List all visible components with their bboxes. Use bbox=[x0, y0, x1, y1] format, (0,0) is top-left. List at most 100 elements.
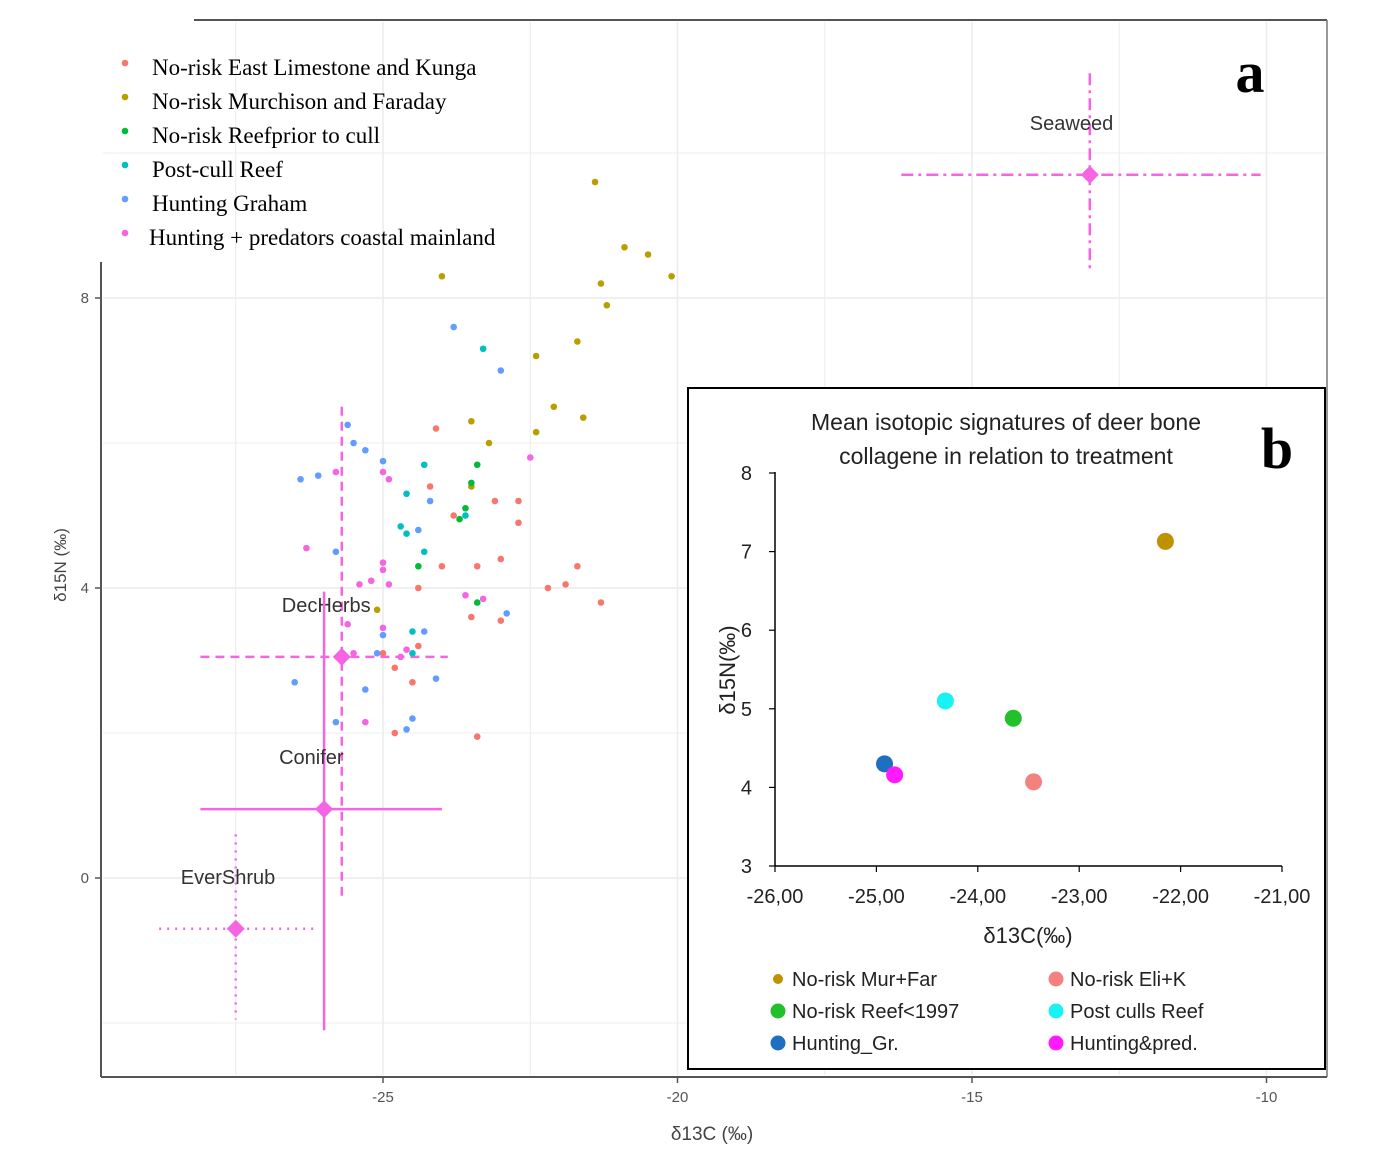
data-point bbox=[350, 649, 357, 657]
panel-a-letter: a bbox=[1236, 40, 1265, 105]
legend-label: Post culls Reef bbox=[1070, 1001, 1204, 1023]
data-point bbox=[403, 726, 410, 733]
data-point bbox=[515, 519, 522, 527]
data-point bbox=[373, 606, 381, 614]
source-evershrub: EverShrub bbox=[159, 834, 319, 1020]
data-point bbox=[350, 439, 357, 447]
data-point bbox=[597, 599, 605, 606]
series-hunting-predators-coastal-mainland bbox=[303, 454, 534, 726]
y-tick-label: 3 bbox=[741, 856, 752, 878]
data-point bbox=[462, 504, 469, 512]
mean-point-no-risk-eli-k bbox=[1025, 773, 1043, 791]
data-point bbox=[621, 243, 628, 251]
data-point bbox=[562, 581, 569, 588]
series-no-risk-murchison-and-faraday bbox=[373, 178, 675, 614]
source-conifer: Conifer bbox=[200, 591, 442, 1031]
data-point bbox=[362, 446, 369, 454]
legend-item: Post-cull Reef bbox=[121, 157, 283, 182]
legend-label: No-risk Reefprior to cull bbox=[152, 123, 380, 148]
source-mean-marker bbox=[332, 647, 351, 666]
data-point bbox=[379, 559, 387, 566]
legend-item: No-risk East Limestone and Kunga bbox=[121, 55, 476, 80]
y-tick-label: 8 bbox=[741, 463, 752, 485]
data-point bbox=[591, 178, 599, 186]
data-point bbox=[532, 352, 540, 360]
mean-point-no-risk-mur-far bbox=[1156, 532, 1174, 550]
data-point bbox=[420, 628, 428, 635]
legend-marker bbox=[121, 195, 129, 203]
data-point bbox=[332, 468, 340, 476]
data-point bbox=[668, 272, 675, 280]
panel-b-x-axis-label: δ13C(‰) bbox=[983, 923, 1072, 948]
series-no-risk-east-limestone-and-kunga bbox=[379, 425, 605, 740]
data-point bbox=[497, 367, 505, 374]
data-point bbox=[409, 678, 416, 686]
legend-label: No-risk Murchison and Faraday bbox=[152, 89, 447, 114]
data-point bbox=[385, 581, 393, 588]
legend-marker bbox=[1048, 1003, 1064, 1019]
legend-marker bbox=[770, 1003, 786, 1019]
legend-label: No-risk Reef<1997 bbox=[792, 1001, 959, 1023]
legend-marker bbox=[121, 127, 129, 135]
mean-point-hunting-gr bbox=[876, 755, 894, 773]
data-point bbox=[379, 624, 387, 632]
legend-item: Hunting_Gr. bbox=[770, 1033, 899, 1055]
data-point bbox=[497, 555, 505, 563]
data-point bbox=[420, 548, 428, 556]
panel-a-x-axis-label: δ13C (‰) bbox=[671, 1124, 753, 1145]
data-point bbox=[356, 581, 363, 588]
legend-item: No-risk Eli+K bbox=[1048, 969, 1187, 991]
data-point bbox=[473, 461, 481, 469]
legend-label: Hunting + predators coastal mainland bbox=[149, 225, 496, 250]
data-point bbox=[450, 512, 457, 519]
panel-b-y-axis-label: δ15N(‰) bbox=[715, 625, 740, 714]
data-point bbox=[468, 417, 475, 425]
series-no-risk-reefprior-to-cull bbox=[415, 461, 481, 606]
source-mean-marker bbox=[315, 800, 334, 819]
data-point bbox=[332, 718, 340, 726]
data-point bbox=[362, 686, 369, 693]
data-point bbox=[391, 729, 399, 737]
data-point bbox=[397, 653, 404, 661]
data-point bbox=[497, 617, 505, 624]
y-tick-label: 5 bbox=[741, 699, 752, 721]
data-point bbox=[503, 610, 510, 617]
panel-b-tick-labels: -26,00 -25,00 -24,00 -23,00 -22,00 -21,00 3 4 5 6… bbox=[741, 463, 1310, 908]
source-label: Seaweed bbox=[1030, 113, 1113, 135]
data-point bbox=[379, 468, 387, 476]
data-point bbox=[438, 562, 446, 570]
data-point bbox=[415, 526, 422, 534]
x-tick-label: -25,00 bbox=[848, 886, 905, 908]
legend-marker bbox=[1048, 971, 1064, 987]
data-point bbox=[409, 715, 416, 722]
data-point bbox=[415, 584, 422, 592]
x-tick-label: -24,00 bbox=[949, 886, 1006, 908]
legend-label: No-risk Mur+Far bbox=[792, 969, 937, 991]
legend-label: Post-cull Reef bbox=[152, 157, 283, 182]
legend-item: Hunting Graham bbox=[121, 191, 307, 216]
data-point bbox=[473, 562, 481, 570]
data-point bbox=[415, 562, 422, 570]
x-tick-label: -22,00 bbox=[1152, 886, 1209, 908]
data-point bbox=[479, 595, 487, 603]
data-point bbox=[391, 664, 399, 672]
panel-b-title-line-2: collagene in relation to treatment bbox=[839, 443, 1173, 469]
data-point bbox=[344, 620, 351, 628]
legend-marker bbox=[1048, 1035, 1064, 1051]
panel-a-diet-sources: Seaweed DecHerbs Conifer EverShrub bbox=[159, 73, 1261, 1031]
legend-item: Post culls Reef bbox=[1048, 1001, 1204, 1023]
panel-b-inset-chart: Mean isotopic signatures of deer bone co… bbox=[687, 387, 1326, 1070]
data-point bbox=[456, 515, 463, 523]
legend-item: No-risk Reefprior to cull bbox=[121, 123, 380, 148]
data-point bbox=[344, 421, 351, 429]
data-point bbox=[415, 642, 422, 650]
y-tick-label: 8 bbox=[81, 290, 89, 307]
source-label: Conifer bbox=[279, 747, 344, 769]
legend-label: No-risk East Limestone and Kunga bbox=[152, 55, 476, 80]
data-point bbox=[532, 428, 540, 436]
legend-marker bbox=[121, 59, 129, 67]
data-point bbox=[432, 425, 440, 432]
series-hunting-graham bbox=[291, 323, 510, 733]
data-point bbox=[462, 512, 469, 519]
